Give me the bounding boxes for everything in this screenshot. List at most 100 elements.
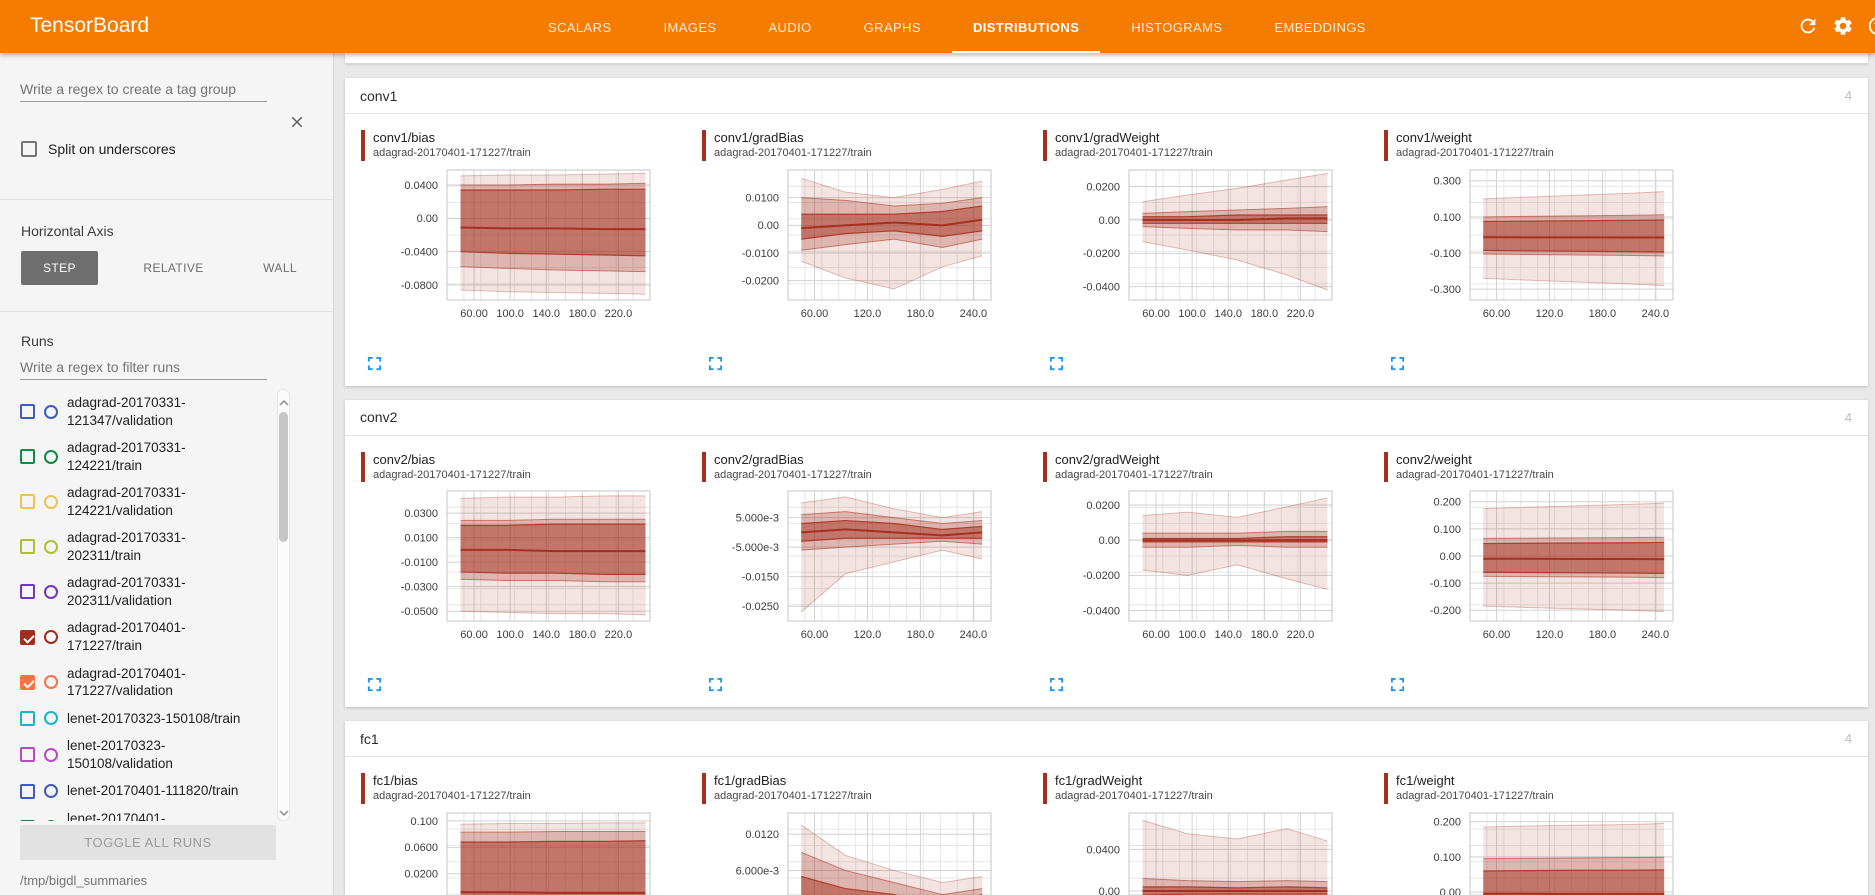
run-checkbox[interactable] bbox=[20, 584, 35, 600]
run-row[interactable]: adagrad-20170401-171227/train bbox=[20, 614, 272, 659]
svg-text:240.0: 240.0 bbox=[1642, 629, 1670, 641]
svg-text:60.00: 60.00 bbox=[801, 629, 829, 641]
run-color-circle[interactable] bbox=[44, 404, 58, 419]
svg-text:100.0: 100.0 bbox=[496, 629, 524, 641]
svg-text:0.200: 0.200 bbox=[1433, 816, 1461, 828]
chart-title-block: conv1/gradBias adagrad-20170401-171227/tr… bbox=[702, 130, 1041, 161]
run-checkbox[interactable] bbox=[20, 629, 35, 645]
run-checkbox[interactable] bbox=[20, 819, 35, 821]
run-color-circle[interactable] bbox=[44, 630, 58, 645]
expand-chart-icon[interactable] bbox=[1049, 677, 1064, 692]
runs-scrollbar[interactable] bbox=[277, 389, 290, 821]
axis-option-wall[interactable]: WALL bbox=[263, 261, 297, 275]
svg-text:60.00: 60.00 bbox=[1142, 629, 1170, 641]
chart-name: conv2/gradWeight bbox=[1055, 451, 1160, 467]
chart-title-block: fc1/gradBias adagrad-20170401-171227/trai… bbox=[702, 773, 1041, 804]
distribution-chart: 0.0400 0.00 -0.0400 -0.0800 60.00 100.0 140.0 1… bbox=[401, 169, 651, 320]
chart-name: conv1/gradWeight bbox=[1055, 130, 1160, 145]
tag-regex-input[interactable] bbox=[20, 77, 267, 102]
section-header[interactable]: fc1 4 bbox=[345, 721, 1868, 758]
run-color-circle[interactable] bbox=[44, 675, 58, 690]
svg-text:-0.0100: -0.0100 bbox=[742, 247, 779, 259]
run-checkbox[interactable] bbox=[20, 747, 35, 763]
split-underscores-checkbox-row[interactable]: Split on underscores bbox=[21, 141, 176, 157]
scroll-up-icon[interactable] bbox=[279, 394, 289, 406]
tab-audio[interactable]: AUDIO bbox=[768, 20, 812, 35]
run-color-circle[interactable] bbox=[44, 539, 58, 554]
app-logo: TensorBoard bbox=[30, 14, 150, 37]
run-color-circle[interactable] bbox=[44, 820, 58, 821]
expand-chart-icon[interactable] bbox=[367, 356, 382, 371]
axis-option-step[interactable]: STEP bbox=[21, 251, 98, 285]
help-icon[interactable] bbox=[1867, 15, 1875, 37]
section-header[interactable]: conv1 4 bbox=[345, 78, 1868, 114]
tab-embeddings[interactable]: EMBEDDINGS bbox=[1274, 20, 1366, 35]
run-row[interactable]: adagrad-20170331-124221/train bbox=[20, 434, 272, 479]
run-checkbox[interactable] bbox=[20, 494, 35, 510]
svg-text:240.0: 240.0 bbox=[1642, 308, 1670, 320]
expand-chart-icon[interactable] bbox=[1390, 356, 1405, 371]
run-row[interactable]: adagrad-20170401-171227/validation bbox=[20, 660, 272, 705]
sidebar-close-button[interactable] bbox=[288, 113, 306, 131]
tab-images[interactable]: IMAGES bbox=[663, 20, 717, 35]
settings-icon[interactable] bbox=[1832, 15, 1854, 37]
svg-text:-0.0250: -0.0250 bbox=[742, 601, 779, 613]
run-color-circle[interactable] bbox=[44, 711, 58, 726]
expand-chart-icon[interactable] bbox=[708, 356, 723, 371]
run-row[interactable]: lenet-20170401-111820/validation bbox=[20, 805, 272, 821]
run-row[interactable]: lenet-20170323-150108/train bbox=[20, 705, 272, 733]
run-checkbox[interactable] bbox=[20, 449, 35, 465]
run-row[interactable]: adagrad-20170331-121347/validation bbox=[20, 389, 272, 434]
chart-run-name: adagrad-20170401-171227/train bbox=[1396, 147, 1554, 160]
chart-title-block: fc1/weight adagrad-20170401-171227/train bbox=[1384, 773, 1723, 804]
run-checkbox[interactable] bbox=[20, 674, 35, 690]
svg-text:100.0: 100.0 bbox=[1178, 308, 1206, 320]
scrollbar-thumb[interactable] bbox=[279, 412, 288, 542]
tab-histograms[interactable]: HISTOGRAMS bbox=[1131, 20, 1223, 35]
run-checkbox[interactable] bbox=[20, 404, 35, 420]
distribution-chart: 0.04000.00-0.040060.00100.0140.0180.0220… bbox=[1086, 812, 1333, 895]
chart-actions bbox=[1049, 677, 1382, 693]
run-color-circle[interactable] bbox=[44, 494, 58, 509]
svg-text:0.00: 0.00 bbox=[1099, 535, 1120, 547]
run-color-circle[interactable] bbox=[44, 747, 58, 762]
chart-title-block: conv1/weight adagrad-20170401-171227/trai… bbox=[1384, 130, 1723, 161]
run-row[interactable]: lenet-20170401-111820/train bbox=[20, 777, 272, 805]
expand-chart-icon[interactable] bbox=[1390, 677, 1405, 692]
tab-distributions[interactable]: DISTRIBUTIONS bbox=[947, 0, 1105, 53]
runs-filter-input[interactable] bbox=[20, 355, 267, 380]
svg-text:180.0: 180.0 bbox=[569, 308, 597, 320]
expand-chart-icon[interactable] bbox=[367, 677, 382, 692]
axis-option-relative[interactable]: RELATIVE bbox=[143, 261, 204, 275]
run-row[interactable]: lenet-20170323-150108/validation bbox=[20, 732, 272, 777]
tab-scalars[interactable]: SCALARS bbox=[548, 20, 612, 35]
run-color-circle[interactable] bbox=[44, 449, 58, 464]
run-checkbox[interactable] bbox=[20, 783, 35, 799]
chart-title-block: conv2/gradBias adagrad-20170401-171227/tr… bbox=[702, 451, 1041, 483]
tab-graphs[interactable]: GRAPHS bbox=[863, 20, 921, 35]
svg-text:0.0200: 0.0200 bbox=[404, 868, 438, 880]
chart-card: conv1/gradWeight adagrad-20170401-171227/… bbox=[1041, 130, 1382, 372]
expand-chart-icon[interactable] bbox=[708, 677, 723, 692]
run-row[interactable]: adagrad-20170331-124221/validation bbox=[20, 479, 272, 524]
chart-name: fc1/weight bbox=[1396, 773, 1455, 789]
svg-text:100.0: 100.0 bbox=[1178, 629, 1206, 641]
section-title: fc1 bbox=[360, 730, 379, 747]
run-checkbox[interactable] bbox=[20, 539, 35, 555]
run-color-circle[interactable] bbox=[44, 784, 58, 799]
run-label: adagrad-20170331-124221/train bbox=[67, 440, 186, 473]
partial-card-above bbox=[345, 53, 1868, 64]
expand-chart-icon[interactable] bbox=[1049, 356, 1064, 371]
run-label: adagrad-20170331-124221/validation bbox=[67, 485, 186, 518]
svg-text:60.00: 60.00 bbox=[460, 308, 488, 320]
run-row[interactable]: adagrad-20170331-202311/validation bbox=[20, 569, 272, 614]
run-row[interactable]: adagrad-20170331-202311/train bbox=[20, 524, 272, 569]
run-checkbox[interactable] bbox=[20, 710, 35, 726]
scroll-down-icon[interactable] bbox=[279, 804, 289, 817]
run-color-circle[interactable] bbox=[44, 584, 58, 599]
split-underscores-checkbox[interactable] bbox=[21, 141, 37, 157]
toggle-all-runs-button[interactable]: TOGGLE ALL RUNS bbox=[20, 825, 276, 860]
refresh-icon[interactable] bbox=[1797, 15, 1819, 37]
section-header[interactable]: conv2 4 bbox=[345, 400, 1868, 436]
